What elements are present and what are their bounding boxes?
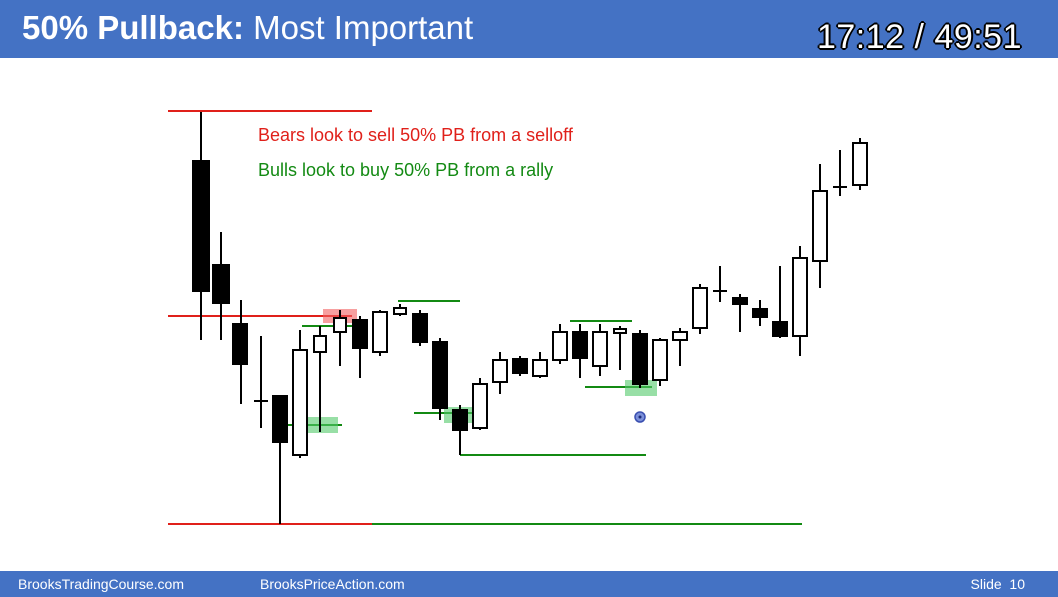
candle	[393, 304, 407, 316]
candle	[652, 338, 668, 386]
candle	[352, 316, 368, 378]
candle	[812, 164, 828, 288]
candle	[552, 324, 568, 364]
candle	[852, 138, 868, 190]
candle	[292, 330, 308, 458]
bears-annotation: Bears look to sell 50% PB from a selloff	[258, 125, 574, 145]
candle	[792, 246, 808, 356]
candle	[592, 324, 608, 376]
candlestick-chart: Bears look to sell 50% PB from a selloff…	[168, 110, 868, 525]
slide-title-rest: Most Important	[243, 9, 474, 46]
candle	[632, 330, 648, 388]
slide-number: Slide 10	[970, 576, 1025, 592]
candle	[254, 336, 268, 428]
slide-title-bold: 50% Pullback:	[22, 9, 244, 46]
candle	[333, 310, 347, 366]
candle	[272, 395, 288, 524]
candle	[713, 266, 727, 302]
bull-pullback-highlight-1	[306, 417, 338, 433]
candle	[212, 232, 230, 340]
candle	[512, 356, 528, 376]
candle	[313, 326, 327, 432]
candle	[672, 328, 688, 366]
candle	[472, 378, 488, 430]
mouse-pointer-center	[638, 415, 642, 419]
candle	[572, 324, 588, 378]
candle	[372, 310, 388, 356]
candle	[732, 294, 748, 332]
candle	[692, 284, 708, 334]
candle	[432, 338, 448, 420]
candle	[412, 310, 428, 346]
candle	[192, 112, 210, 340]
candle	[232, 300, 248, 404]
slide-title: 50% Pullback: Most Important	[22, 9, 473, 47]
slide-footer: BrooksTradingCourse.com BrooksPriceActio…	[0, 571, 1058, 597]
bulls-annotation: Bulls look to buy 50% PB from a rally	[258, 160, 553, 180]
candle	[752, 300, 768, 326]
candles	[192, 112, 868, 524]
video-timer: 17:12 / 49:51	[816, 18, 1022, 56]
footer-link-brooks-price-action[interactable]: BrooksPriceAction.com	[260, 576, 405, 592]
candle	[532, 352, 548, 378]
footer-link-brooks-trading-course[interactable]: BrooksTradingCourse.com	[18, 576, 184, 592]
candle	[833, 150, 847, 196]
candle	[452, 405, 468, 455]
slide-header: 50% Pullback: Most Important 17:12 / 49:…	[0, 0, 1058, 58]
candle	[772, 266, 788, 338]
candle	[492, 352, 508, 394]
candle	[613, 326, 627, 370]
